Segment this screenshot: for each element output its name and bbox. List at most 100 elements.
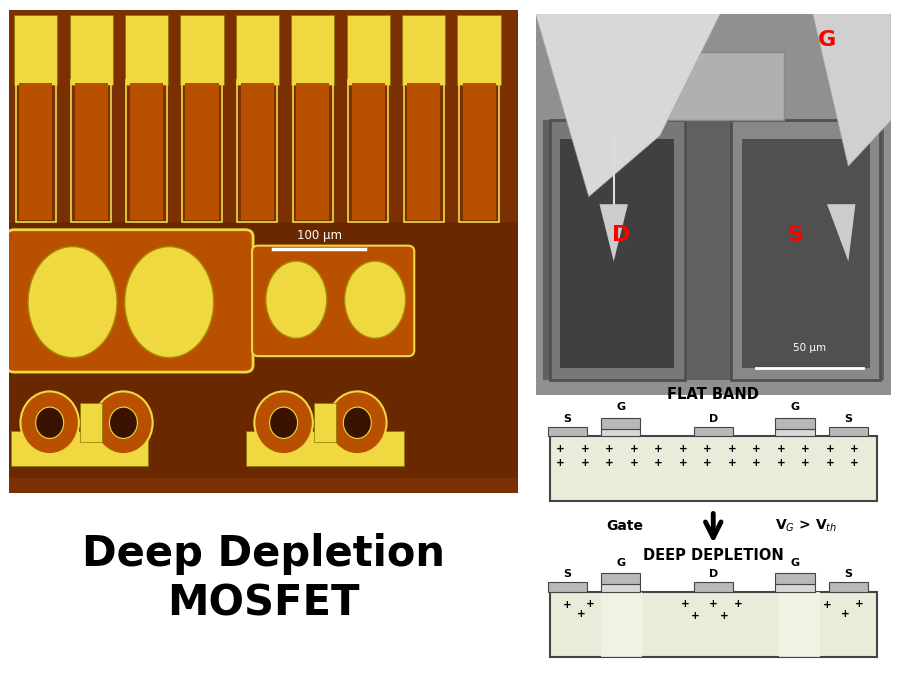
Bar bbox=[829, 427, 868, 437]
Text: +: + bbox=[823, 600, 832, 610]
Text: +: + bbox=[777, 458, 786, 468]
Text: D: D bbox=[708, 569, 718, 579]
FancyBboxPatch shape bbox=[6, 230, 253, 372]
Bar bbox=[348, 80, 388, 223]
Ellipse shape bbox=[94, 392, 153, 454]
Bar bbox=[9, 372, 518, 479]
Text: S: S bbox=[844, 414, 852, 424]
Ellipse shape bbox=[270, 407, 298, 439]
Text: +: + bbox=[728, 444, 736, 454]
Bar bbox=[403, 80, 444, 223]
Text: G: G bbox=[790, 558, 799, 568]
Bar bbox=[292, 80, 333, 223]
Bar bbox=[731, 120, 880, 379]
Bar bbox=[69, 15, 112, 85]
Text: +: + bbox=[577, 609, 586, 618]
Bar bbox=[182, 80, 222, 223]
Bar bbox=[130, 82, 163, 220]
Bar bbox=[776, 573, 814, 585]
Bar bbox=[407, 82, 440, 220]
Bar bbox=[776, 429, 814, 437]
Text: +: + bbox=[556, 444, 565, 454]
Text: V$_G$ > V$_{th}$: V$_G$ > V$_{th}$ bbox=[775, 518, 837, 534]
Bar bbox=[314, 404, 336, 442]
Text: +: + bbox=[850, 444, 860, 454]
Bar bbox=[550, 120, 685, 379]
Bar bbox=[694, 427, 733, 437]
Text: +: + bbox=[556, 458, 565, 468]
Text: +: + bbox=[752, 458, 761, 468]
Bar bbox=[236, 15, 279, 85]
Bar bbox=[75, 82, 108, 220]
Bar bbox=[125, 15, 168, 85]
Bar bbox=[776, 585, 814, 591]
Bar bbox=[9, 223, 518, 377]
Text: G: G bbox=[616, 558, 625, 568]
Text: +: + bbox=[850, 458, 860, 468]
Bar bbox=[742, 139, 869, 368]
Text: +: + bbox=[826, 458, 834, 468]
Bar bbox=[127, 80, 166, 223]
Ellipse shape bbox=[28, 246, 117, 358]
Bar bbox=[643, 52, 784, 120]
Text: +: + bbox=[841, 609, 850, 618]
Bar bbox=[402, 15, 446, 85]
Bar bbox=[15, 80, 56, 223]
Ellipse shape bbox=[125, 246, 213, 358]
Bar bbox=[561, 139, 674, 368]
Bar bbox=[601, 429, 641, 437]
Bar bbox=[11, 431, 148, 466]
Bar bbox=[601, 418, 641, 429]
Text: D: D bbox=[612, 225, 630, 245]
Text: Deep Depletion
MOSFET: Deep Depletion MOSFET bbox=[82, 533, 445, 624]
Bar bbox=[241, 82, 274, 220]
Text: +: + bbox=[801, 458, 810, 468]
Ellipse shape bbox=[110, 407, 138, 439]
Text: +: + bbox=[654, 444, 663, 454]
Bar bbox=[601, 573, 641, 585]
Bar bbox=[459, 80, 500, 223]
Text: +: + bbox=[691, 611, 700, 621]
Text: +: + bbox=[580, 444, 590, 454]
Text: FLAT BAND: FLAT BAND bbox=[667, 387, 760, 402]
Text: +: + bbox=[709, 599, 717, 610]
Bar bbox=[238, 80, 277, 223]
Text: +: + bbox=[752, 444, 761, 454]
Text: +: + bbox=[679, 458, 688, 468]
Text: +: + bbox=[801, 444, 810, 454]
Text: +: + bbox=[777, 444, 786, 454]
Bar bbox=[71, 80, 112, 223]
Text: +: + bbox=[728, 458, 736, 468]
Text: +: + bbox=[586, 599, 595, 610]
Bar bbox=[463, 82, 496, 220]
Ellipse shape bbox=[266, 261, 327, 338]
Ellipse shape bbox=[345, 261, 406, 338]
Text: +: + bbox=[703, 444, 712, 454]
Ellipse shape bbox=[21, 392, 79, 454]
Text: +: + bbox=[703, 458, 712, 468]
Text: S: S bbox=[563, 414, 572, 424]
Text: +: + bbox=[680, 599, 689, 610]
Text: +: + bbox=[679, 444, 688, 454]
Ellipse shape bbox=[255, 392, 313, 454]
Bar bbox=[601, 585, 641, 591]
Bar bbox=[779, 591, 820, 657]
Text: +: + bbox=[734, 599, 742, 610]
Bar bbox=[550, 437, 877, 502]
Ellipse shape bbox=[328, 392, 387, 454]
Text: +: + bbox=[605, 458, 614, 468]
Polygon shape bbox=[536, 14, 720, 196]
Text: 50 μm: 50 μm bbox=[793, 343, 826, 353]
Bar bbox=[550, 591, 877, 657]
Ellipse shape bbox=[343, 407, 372, 439]
Text: +: + bbox=[605, 444, 614, 454]
Bar bbox=[346, 15, 390, 85]
Text: S: S bbox=[787, 225, 803, 245]
Bar bbox=[352, 82, 385, 220]
Text: S: S bbox=[844, 569, 852, 579]
Text: S: S bbox=[563, 569, 572, 579]
Text: +: + bbox=[654, 458, 663, 468]
Text: +: + bbox=[630, 444, 638, 454]
Polygon shape bbox=[599, 204, 628, 261]
Text: +: + bbox=[855, 599, 863, 610]
